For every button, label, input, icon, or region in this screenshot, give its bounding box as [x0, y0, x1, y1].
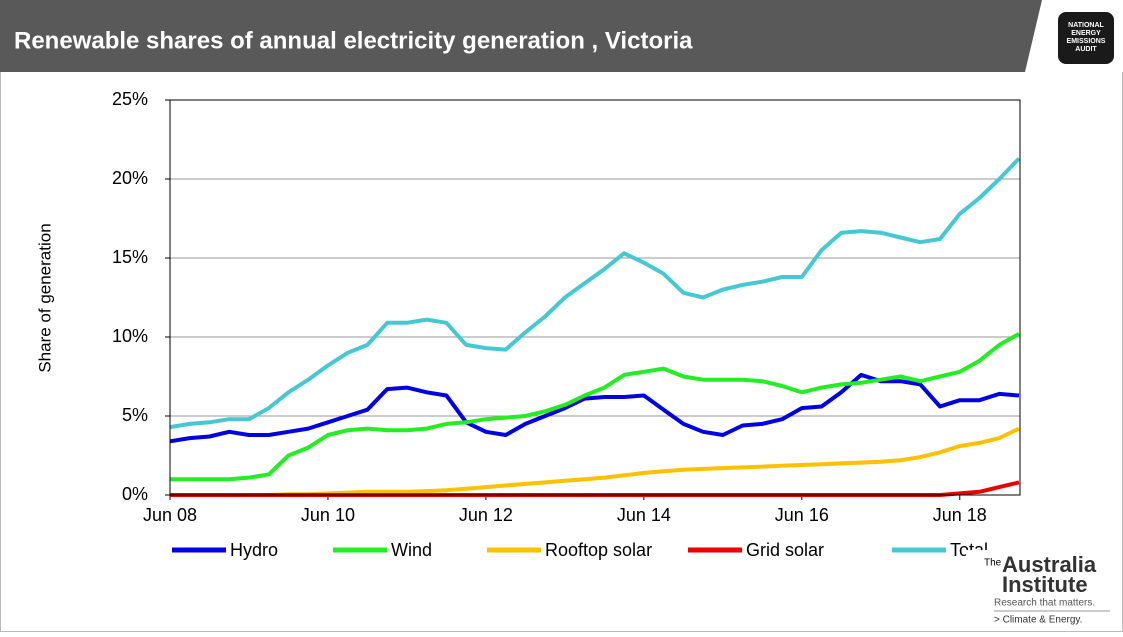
header-band	[0, 0, 1123, 72]
footer-logo-prefix: The	[984, 558, 1002, 569]
x-tick-label: Jun 12	[459, 505, 513, 525]
logo-text: NATIONAL ENERGY EMISSIONS AUDIT	[1067, 22, 1106, 53]
y-tick-label: 5%	[122, 405, 148, 425]
legend-label: Hydro	[230, 540, 278, 560]
plot-area	[170, 100, 1020, 495]
logo-word: NATIONAL	[1068, 22, 1104, 29]
y-tick-label: 10%	[112, 326, 148, 346]
logo-word: ENERGY	[1071, 30, 1101, 37]
plot-border	[169, 99, 1021, 496]
logo-badge	[1058, 12, 1114, 64]
x-tick-label: Jun 18	[933, 505, 987, 525]
logo-word: EMISSIONS	[1067, 38, 1106, 45]
footer-logo-line2: Institute	[1002, 572, 1088, 597]
y-axis-label: Share of generation	[35, 223, 54, 372]
legend-label: Grid solar	[746, 540, 824, 560]
footer-logo-line1: Australia	[1002, 552, 1097, 577]
x-tick-label: Jun 16	[775, 505, 829, 525]
x-tick-label: Jun 10	[301, 505, 355, 525]
plot: 0% 5% 10% 15% 20% 25% Jun 08 Jun 10 Jun 12 Jun 14…	[112, 89, 1021, 525]
legend-label: Rooftop solar	[545, 540, 652, 560]
legend-label: Wind	[391, 540, 432, 560]
logo-word: AUDIT	[1075, 46, 1097, 53]
series-line	[169, 157, 1021, 430]
y-tick-label: 15%	[112, 247, 148, 267]
y-tick-label: 25%	[112, 89, 148, 109]
y-tick-label: 0%	[122, 484, 148, 504]
chart-title: Renewable shares of annual electricity g…	[14, 27, 693, 54]
x-tick-label: Jun 08	[143, 505, 197, 525]
footer-logo: The Australia Institute Research that ma…	[966, 550, 1116, 630]
x-tick-label: Jun 14	[617, 505, 671, 525]
footer-logo-backdrop	[966, 550, 1116, 630]
footer-logo-tagline: Research that matters.	[994, 598, 1095, 609]
series-line	[170, 332, 1020, 482]
footer-logo-program: > Climate & Energy.	[994, 615, 1082, 626]
y-tick-label: 20%	[112, 168, 148, 188]
